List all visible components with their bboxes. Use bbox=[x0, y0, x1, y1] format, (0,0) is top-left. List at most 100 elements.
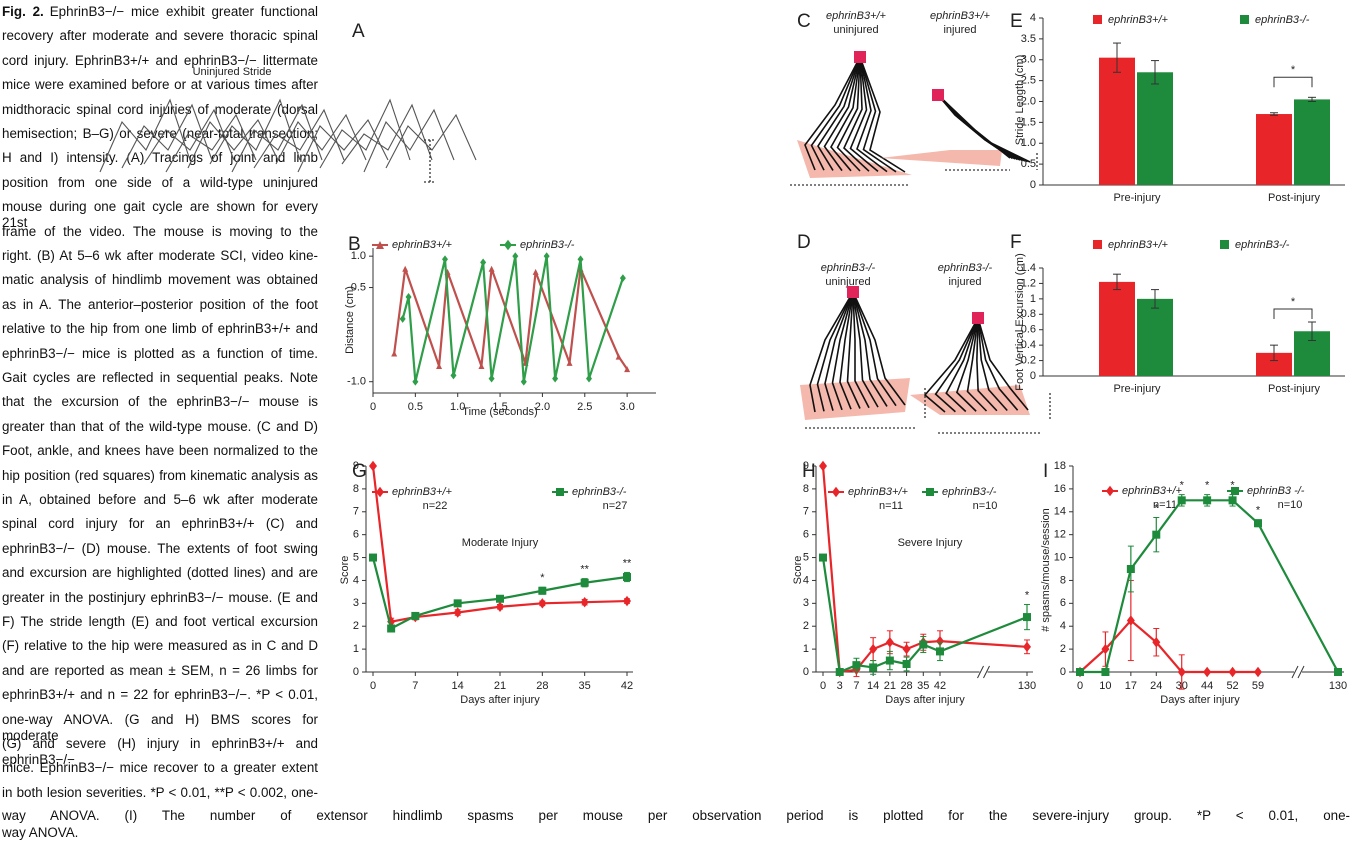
x-axis-label: Days after injury bbox=[885, 694, 965, 706]
excursion-area bbox=[880, 150, 1002, 166]
limb-trace bbox=[937, 94, 1011, 159]
x-axis-label: Days after injury bbox=[460, 694, 540, 706]
caption-line: Fig. 2. EphrinB3−/− mice exhibit greater … bbox=[2, 4, 318, 20]
marker bbox=[1203, 496, 1212, 505]
caption-line: greater than that of the wild-type mouse… bbox=[2, 418, 318, 434]
hip-marker bbox=[932, 89, 944, 101]
caption-line: (G) and severe (H) injury in ephrinB3+/+… bbox=[2, 736, 318, 767]
stride-trace bbox=[231, 103, 323, 173]
limb-trace bbox=[809, 291, 854, 413]
y-tick-label: 0 bbox=[1030, 370, 1036, 382]
limb-trace bbox=[831, 291, 854, 411]
annotation: Moderate Injury bbox=[462, 537, 539, 549]
marker bbox=[1177, 666, 1186, 678]
x-tick-label: Pre-injury bbox=[1113, 192, 1161, 204]
legend-swatch bbox=[1093, 240, 1102, 249]
legend-label: ephrinB3+/+ bbox=[392, 486, 453, 498]
limb-trace bbox=[859, 56, 906, 173]
marker bbox=[453, 607, 462, 618]
x-tick-label: 0.5 bbox=[408, 401, 423, 413]
limb-trace bbox=[934, 317, 979, 413]
x-tick-label: 1.0 bbox=[450, 401, 465, 413]
marker bbox=[919, 640, 928, 649]
stride-trace bbox=[165, 113, 257, 173]
y-tick-label: 3 bbox=[803, 597, 809, 609]
marker bbox=[1101, 668, 1110, 676]
x-tick-label: 0 bbox=[820, 680, 826, 692]
y-tick-label: 2.5 bbox=[1021, 75, 1036, 87]
y-tick-label: 1 bbox=[1030, 293, 1036, 305]
x-tick-label: 59 bbox=[1252, 680, 1264, 692]
caption-line: right. (B) At 5–6 wk after moderate SCI,… bbox=[2, 248, 318, 263]
significance: * bbox=[1205, 480, 1210, 492]
marker bbox=[478, 363, 485, 370]
marker bbox=[405, 293, 412, 301]
limb-trace bbox=[852, 291, 897, 407]
y-tick-label: 0.2 bbox=[1021, 354, 1036, 366]
limb-trace bbox=[824, 291, 854, 411]
marker bbox=[869, 663, 878, 672]
legend-n: n=11 bbox=[1153, 499, 1177, 511]
marker bbox=[496, 594, 504, 603]
limb-trace bbox=[810, 56, 861, 171]
y-tick-label: 5 bbox=[353, 551, 359, 563]
caption-line: and excursion are highlighted (dotted li… bbox=[2, 565, 318, 581]
marker bbox=[411, 611, 420, 620]
legend-label: ephrinB3+/+ bbox=[1108, 14, 1169, 26]
significance: ** bbox=[623, 557, 632, 569]
x-tick-label: Post-injury bbox=[1268, 383, 1320, 395]
y-tick-label: 0.5 bbox=[1021, 158, 1036, 170]
marker bbox=[885, 637, 894, 648]
stride-trace bbox=[121, 103, 213, 169]
caption-line: one-way ANOVA. (G and H) BMS scores for … bbox=[2, 711, 318, 743]
hip-marker bbox=[854, 51, 866, 63]
y-tick-label: 7 bbox=[803, 506, 809, 518]
y-tick-label: 14 bbox=[1054, 506, 1066, 518]
limb-trace bbox=[955, 317, 979, 412]
y-tick-label: 9 bbox=[353, 460, 359, 472]
caption-line: matic analysis of hindlimb movement was … bbox=[2, 272, 318, 288]
series-line bbox=[401, 255, 624, 382]
marker bbox=[936, 635, 944, 647]
marker bbox=[369, 553, 377, 562]
caption-line: H and I) intensity. (A) Tracings of join… bbox=[2, 150, 318, 166]
significance: * bbox=[1025, 589, 1030, 601]
limb-trace bbox=[923, 317, 979, 413]
y-tick-label: 18 bbox=[1054, 460, 1066, 472]
y-tick-label: 1 bbox=[803, 643, 809, 655]
series-line bbox=[821, 557, 1028, 674]
legend-label: ephrinB3+/+ bbox=[1108, 239, 1169, 251]
caption-line: ephrinB3−/− (D) mouse. The extents of fo… bbox=[2, 540, 318, 556]
marker bbox=[1177, 496, 1186, 505]
marker bbox=[819, 460, 827, 472]
stride-trace bbox=[187, 118, 279, 169]
stride-trace bbox=[275, 113, 367, 165]
x-axis-label: Time (seconds) bbox=[462, 406, 537, 418]
marker bbox=[1076, 668, 1084, 676]
y-tick-label: 3 bbox=[353, 597, 359, 609]
marker bbox=[902, 659, 911, 668]
caption-line: that the excursion of the ephrinB3−/− mo… bbox=[2, 394, 318, 410]
diagram-label: injured bbox=[948, 276, 981, 288]
marker bbox=[453, 599, 462, 608]
legend-label: ephrinB3-/- bbox=[572, 486, 627, 498]
limb-trace bbox=[945, 317, 979, 413]
panel-label: C bbox=[797, 11, 811, 32]
y-tick-label: 3.0 bbox=[1021, 54, 1036, 66]
significance: * bbox=[1180, 480, 1185, 492]
y-tick-label: 8 bbox=[353, 483, 359, 495]
marker bbox=[566, 359, 573, 366]
y-axis-label: # spasms/mouse/session bbox=[1040, 508, 1052, 632]
y-axis-label: Score bbox=[339, 556, 351, 585]
marker bbox=[885, 656, 894, 665]
limb-trace bbox=[852, 291, 879, 408]
legend-n: n=27 bbox=[603, 500, 628, 512]
diagram-label: ephrinB3-/- bbox=[821, 262, 876, 274]
limb-trace bbox=[836, 56, 861, 172]
marker bbox=[619, 274, 626, 283]
panel-label: D bbox=[797, 232, 811, 253]
annotation: Severe Injury bbox=[898, 537, 963, 549]
x-tick-label: 21 bbox=[884, 680, 896, 692]
